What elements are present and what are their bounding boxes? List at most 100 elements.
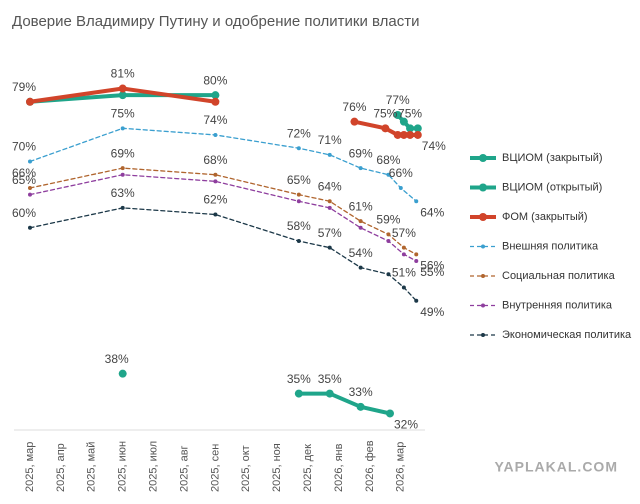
data-point	[358, 265, 363, 270]
data-point	[398, 186, 403, 190]
data-point	[413, 124, 422, 133]
data-point	[399, 117, 408, 126]
data-point	[406, 130, 415, 139]
data-point	[294, 389, 303, 398]
data-point	[358, 225, 363, 230]
value-label: 65%	[287, 173, 311, 187]
legend-dot	[479, 154, 487, 162]
value-label: 64%	[318, 179, 342, 193]
data-point	[28, 192, 32, 197]
value-label: 60%	[12, 206, 36, 220]
data-point	[213, 212, 218, 217]
data-point	[327, 245, 332, 250]
data-point	[120, 172, 125, 177]
data-point	[401, 245, 406, 250]
data-point	[414, 199, 419, 204]
value-label: 63%	[111, 186, 135, 200]
value-label: 68%	[203, 153, 227, 167]
legend-dot	[479, 213, 487, 221]
value-label: 80%	[203, 73, 227, 87]
series-line	[296, 391, 392, 416]
data-point	[120, 166, 125, 171]
data-point	[118, 84, 127, 93]
data-point	[211, 91, 220, 100]
data-point	[325, 389, 334, 398]
data-point	[414, 258, 419, 263]
data-point	[406, 124, 415, 133]
data-point	[327, 152, 332, 157]
legend-label: Экономическая политика	[502, 329, 632, 341]
value-label: 68%	[376, 153, 400, 167]
value-label: 74%	[203, 113, 227, 127]
legend-dot	[481, 244, 485, 249]
value-label: 77%	[386, 93, 410, 107]
x-tick-label: 2025, окт	[240, 445, 252, 492]
data-point	[414, 298, 419, 303]
data-point	[393, 111, 402, 120]
value-label: 62%	[203, 193, 227, 207]
value-label: 57%	[318, 226, 342, 240]
data-point	[401, 252, 406, 257]
data-point	[296, 192, 301, 197]
x-tick-label: 2025, авг	[178, 445, 190, 492]
x-tick-label: 2025, июн	[117, 441, 129, 492]
value-label: 57%	[392, 226, 416, 240]
value-label: 75%	[398, 106, 422, 120]
legend-dot	[479, 183, 487, 192]
data-point	[296, 199, 301, 204]
value-label: 75%	[111, 106, 135, 120]
data-point	[213, 172, 218, 177]
value-label: 61%	[349, 199, 373, 213]
value-label: 35%	[318, 372, 342, 386]
data-point	[118, 369, 127, 378]
legend-dot	[481, 274, 485, 278]
value-label: 35%	[287, 372, 311, 386]
value-label: 72%	[287, 126, 311, 140]
value-label: 74%	[422, 139, 446, 153]
value-label: 49%	[420, 305, 444, 319]
value-label: 56%	[420, 258, 444, 272]
x-tick-label: 2025, сен	[209, 444, 221, 492]
data-point	[385, 409, 394, 418]
data-point	[28, 186, 32, 190]
value-label: 66%	[12, 166, 36, 180]
data-point	[414, 252, 419, 257]
data-point	[213, 179, 218, 184]
x-tick-label: 2026, янв	[333, 443, 345, 492]
value-label: 69%	[111, 146, 135, 160]
legend-dot	[481, 303, 485, 308]
x-tick-label: 2025, ноя	[271, 443, 283, 492]
legend-dot	[481, 333, 485, 337]
value-label: 70%	[12, 140, 36, 154]
data-point	[296, 239, 301, 244]
legend-label: Внешняя политика	[502, 240, 599, 252]
value-label: 59%	[376, 213, 400, 227]
x-tick-label: 2025, дек	[302, 444, 314, 492]
data-point	[356, 402, 365, 411]
data-point	[26, 97, 34, 106]
legend-label: ФОМ (закрытый)	[502, 211, 588, 223]
value-label: 64%	[420, 205, 444, 219]
data-point	[120, 126, 125, 131]
value-label: 32%	[394, 418, 418, 432]
data-point	[386, 239, 391, 244]
series-line	[29, 207, 417, 302]
value-label: 65%	[12, 173, 36, 187]
value-label: 75%	[373, 106, 397, 120]
data-point	[393, 130, 402, 139]
data-point	[327, 199, 332, 204]
value-label: 54%	[349, 246, 373, 260]
data-point	[120, 205, 125, 210]
value-label: 51%	[392, 266, 416, 280]
legend-label: ВЦИОМ (закрытый)	[502, 152, 603, 164]
x-tick-label: 2025, мар	[24, 442, 36, 492]
x-tick-label: 2026, фев	[364, 440, 376, 492]
data-point	[296, 146, 301, 151]
data-point	[327, 205, 332, 210]
data-point	[386, 232, 391, 237]
value-label: 66%	[389, 166, 413, 180]
legend-label: Внутренняя политика	[502, 299, 613, 311]
data-point	[213, 132, 218, 137]
data-point	[28, 225, 32, 230]
